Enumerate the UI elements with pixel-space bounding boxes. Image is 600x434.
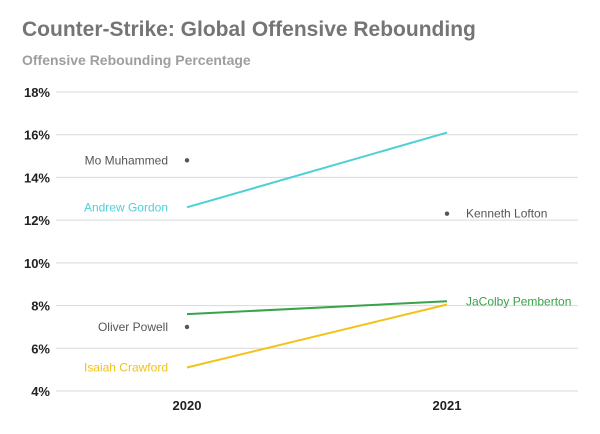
series-label: Isaiah Crawford: [84, 361, 168, 375]
data-point: [184, 324, 190, 330]
y-tick-label: 10%: [24, 256, 50, 271]
series-label: Andrew Gordon: [84, 200, 168, 214]
series-label: Kenneth Lofton: [466, 207, 547, 221]
y-tick-label: 6%: [31, 341, 50, 356]
series-line: [186, 131, 448, 209]
chart-title: Counter-Strike: Global Offensive Rebound…: [22, 18, 476, 41]
series-label: JaColby Pemberton: [466, 294, 571, 308]
data-point: [444, 211, 450, 216]
y-tick-label: 12%: [24, 213, 50, 228]
y-tick-label: 18%: [24, 85, 50, 100]
series-label: Mo Muhammed: [85, 153, 168, 167]
y-tick-label: 16%: [24, 128, 50, 143]
data-point: [184, 158, 190, 163]
x-tick-label: 2020: [173, 398, 202, 413]
y-tick-label: 4%: [31, 384, 50, 399]
series-label: Oliver Powell: [98, 320, 168, 334]
series-line: [186, 300, 448, 316]
y-tick-label: 8%: [31, 299, 50, 314]
series-line: [186, 303, 448, 369]
y-tick-label: 14%: [24, 170, 50, 185]
x-tick-label: 2021: [433, 398, 462, 413]
chart-subtitle: Offensive Rebounding Percentage: [22, 52, 251, 68]
